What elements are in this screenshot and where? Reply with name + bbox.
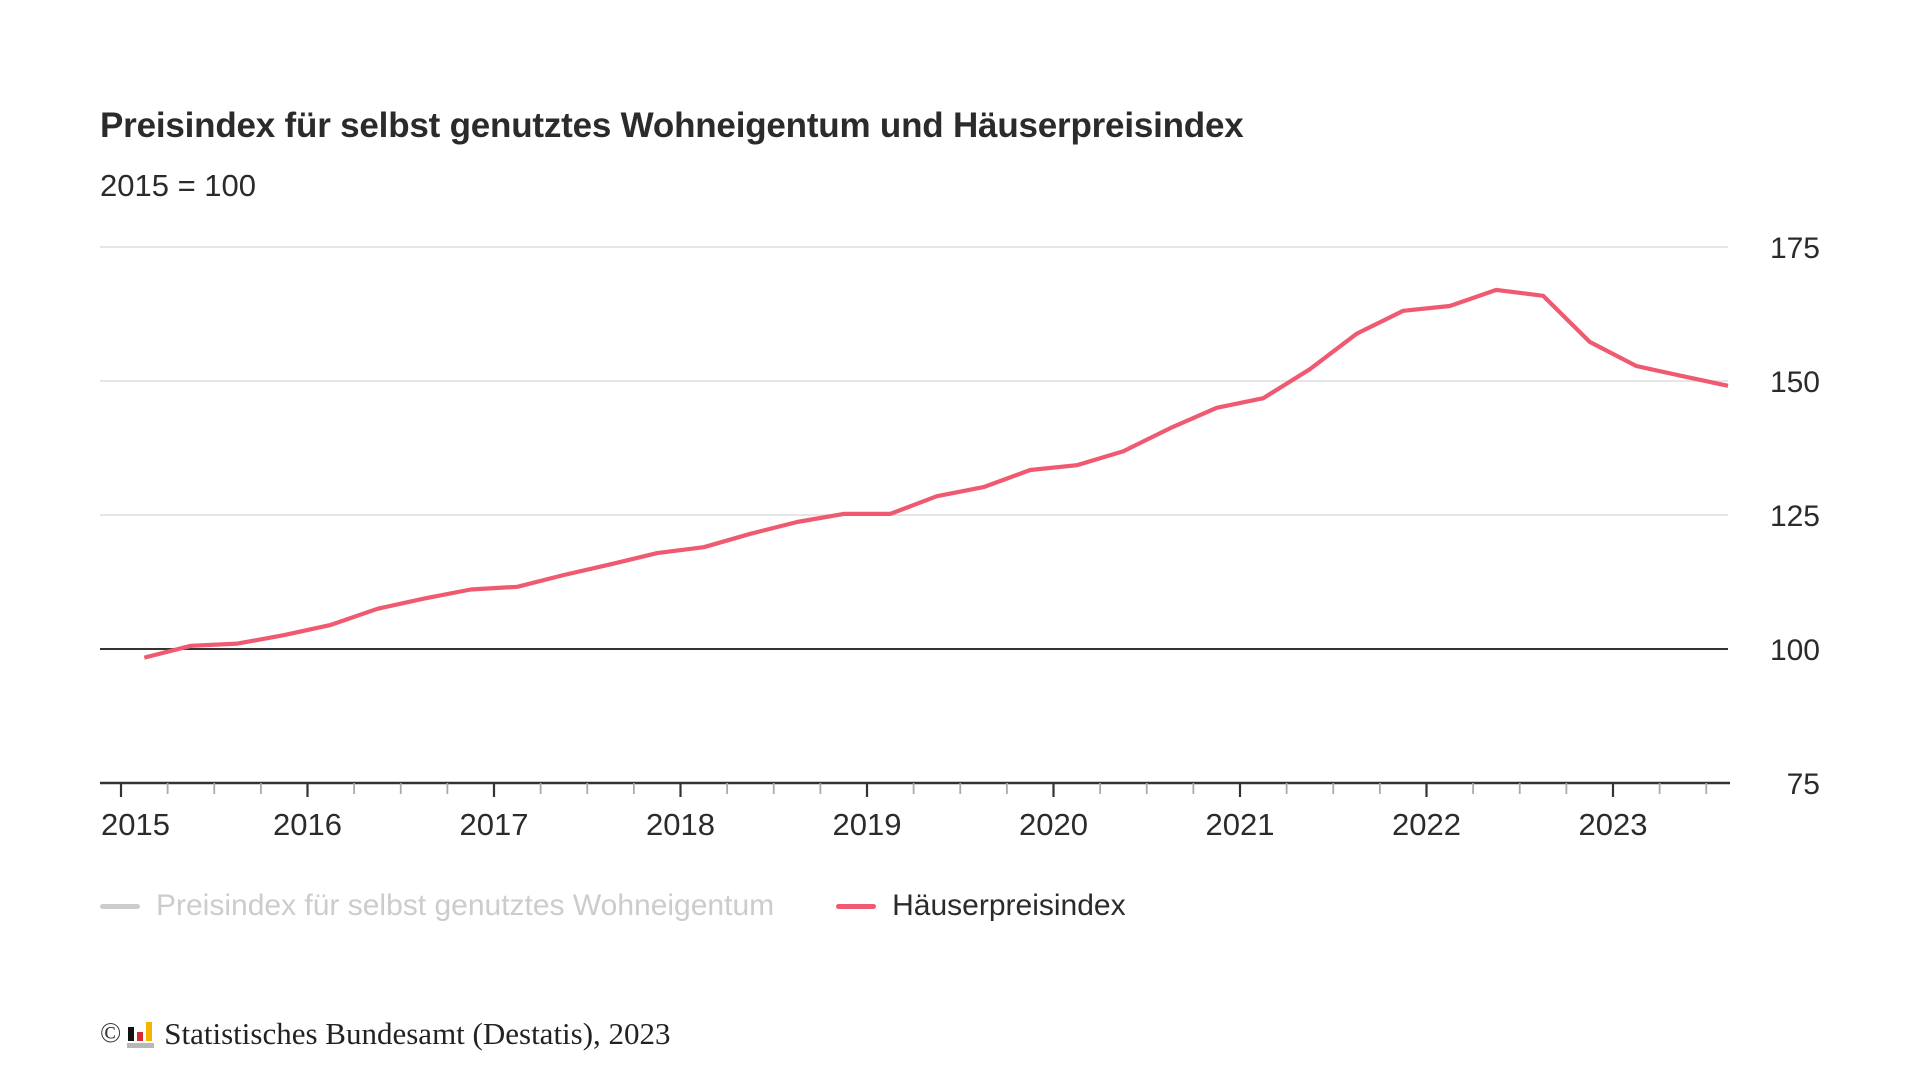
x-axis: 2015 2016 2017 2018 2019 2020 2021 2022 2023	[100, 781, 1730, 842]
legend: Preisindex für selbst genutztes Wohneige…	[100, 884, 1126, 928]
x-tick-label: 2020	[1019, 807, 1088, 842]
legend-label: Preisindex für selbst genutztes Wohneige…	[156, 889, 775, 922]
x-tick-label: 2021	[1206, 807, 1275, 842]
legend-item-haeuserpreisindex[interactable]: Häuserpreisindex	[836, 889, 1126, 923]
x-tick-label: 2015	[101, 807, 170, 842]
series-layer	[143, 287, 1729, 660]
chart-subtitle: 2015 = 100	[100, 168, 257, 203]
y-tick-label: 150	[1770, 366, 1820, 399]
x-tick-label: 2023	[1579, 807, 1648, 842]
y-tick-label: 125	[1770, 500, 1820, 533]
y-tick-label: 75	[1787, 768, 1820, 801]
destatis-logo-icon	[127, 1019, 155, 1049]
x-tick-label: 2017	[460, 807, 529, 842]
x-tick-label: 2022	[1392, 807, 1461, 842]
legend-swatch-wohneigentum	[100, 903, 140, 909]
x-tick-label: 2016	[273, 807, 342, 842]
legend-item-wohneigentum[interactable]: Preisindex für selbst genutztes Wohneige…	[100, 889, 774, 923]
x-tick-label: 2019	[833, 807, 902, 842]
series-line-haeuserpreisindex	[143, 287, 1729, 660]
legend-swatch-haeuserpreisindex	[836, 903, 877, 909]
gridlines	[100, 246, 1728, 650]
source-footer: © Statistisches Bundesamt (Destatis), 20…	[100, 1016, 671, 1052]
legend-label: Häuserpreisindex	[892, 889, 1126, 922]
y-axis: 75 100 125 150 175	[1770, 232, 1820, 801]
x-tick-label: 2018	[646, 807, 715, 842]
source-text: Statistisches Bundesamt (Destatis), 2023	[164, 1016, 671, 1051]
copyright-icon: ©	[100, 1018, 122, 1049]
y-tick-label: 100	[1770, 634, 1820, 667]
y-tick-label: 175	[1770, 232, 1820, 265]
chart-title: Preisindex für selbst genutztes Wohneige…	[100, 106, 1244, 145]
